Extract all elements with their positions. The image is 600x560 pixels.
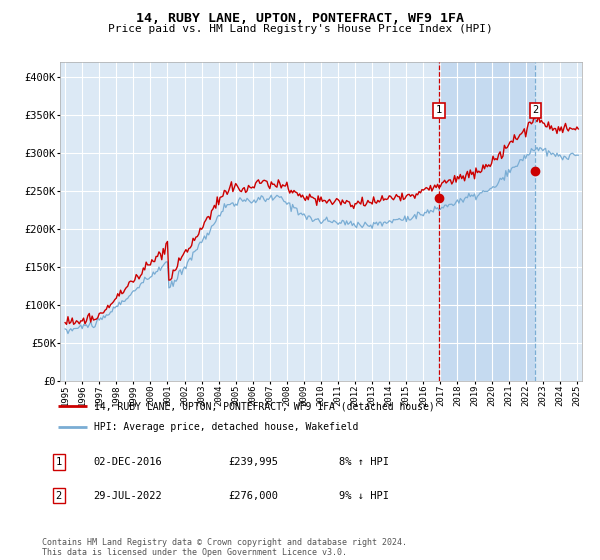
Text: HPI: Average price, detached house, Wakefield: HPI: Average price, detached house, Wake… <box>94 422 359 432</box>
Text: Contains HM Land Registry data © Crown copyright and database right 2024.
This d: Contains HM Land Registry data © Crown c… <box>42 538 407 557</box>
Text: 1: 1 <box>436 105 442 115</box>
Text: 2: 2 <box>56 491 62 501</box>
Text: 2: 2 <box>532 105 539 115</box>
Text: 9% ↓ HPI: 9% ↓ HPI <box>339 491 389 501</box>
Bar <box>439 62 535 381</box>
Text: £239,995: £239,995 <box>228 457 278 467</box>
Text: 14, RUBY LANE, UPTON, PONTEFRACT, WF9 1FA: 14, RUBY LANE, UPTON, PONTEFRACT, WF9 1F… <box>136 12 464 25</box>
Text: £276,000: £276,000 <box>228 491 278 501</box>
Text: 14, RUBY LANE, UPTON, PONTEFRACT, WF9 1FA (detached house): 14, RUBY LANE, UPTON, PONTEFRACT, WF9 1F… <box>94 401 435 411</box>
Text: 29-JUL-2022: 29-JUL-2022 <box>93 491 162 501</box>
Text: 8% ↑ HPI: 8% ↑ HPI <box>339 457 389 467</box>
Text: Price paid vs. HM Land Registry's House Price Index (HPI): Price paid vs. HM Land Registry's House … <box>107 24 493 34</box>
Text: 02-DEC-2016: 02-DEC-2016 <box>93 457 162 467</box>
Bar <box>535 62 594 381</box>
Text: 1: 1 <box>56 457 62 467</box>
